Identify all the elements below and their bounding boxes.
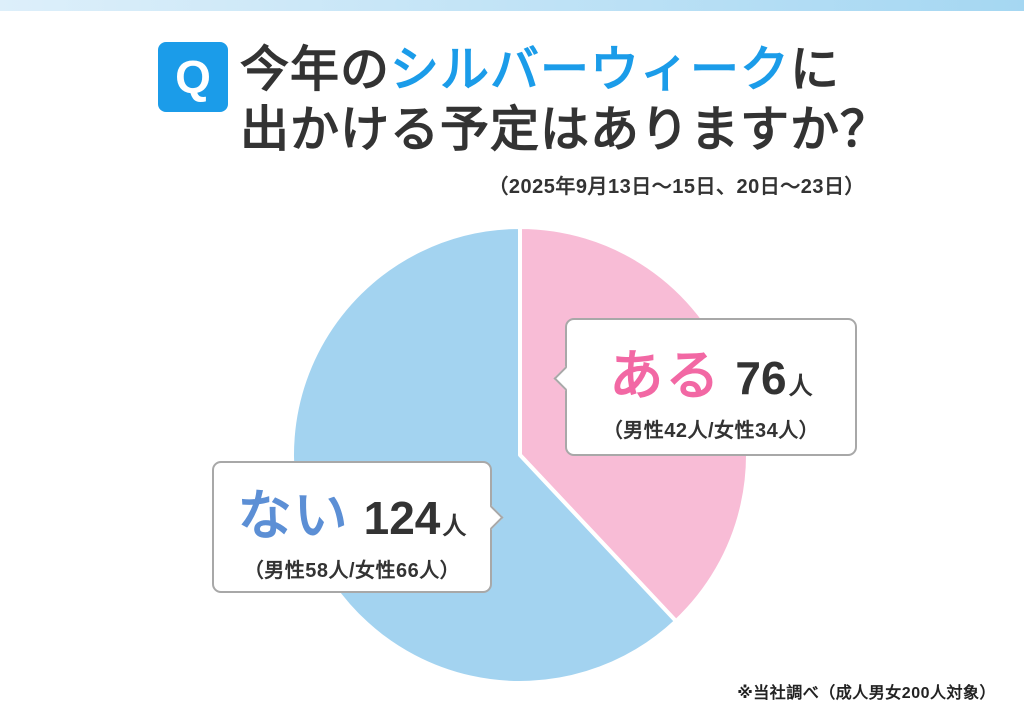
question-badge-label: Q — [175, 51, 211, 103]
callout-nai: ない 124 人 （男性58人/女性66人） — [212, 461, 504, 593]
callout-aru-value: 76 — [735, 352, 787, 404]
title-suffix: に — [790, 43, 841, 97]
callout-aru-main: ある 76 人 — [609, 331, 812, 410]
callout-aru: ある 76 人 （男性42人/女性34人） — [553, 318, 857, 456]
survey-title-line1: 今年のシルバーウィークに — [240, 40, 890, 100]
callout-aru-label: ある — [609, 346, 722, 406]
survey-title: 今年のシルバーウィークに 出かける予定はありますか？ — [240, 40, 890, 160]
survey-date-range: （2025年9月13日〜15日、20日〜23日） — [488, 176, 865, 198]
callout-nai-unit: 人 — [442, 513, 467, 540]
callout-aru-breakdown: （男性42人/女性34人） — [602, 420, 820, 442]
question-badge: Q — [158, 42, 228, 112]
callout-nai-main: ない 124 人 — [238, 471, 467, 550]
callout-nai-breakdown: （男性58人/女性66人） — [243, 560, 461, 582]
callout-aru-unit: 人 — [788, 373, 813, 400]
title-prefix: 今年の — [240, 43, 391, 97]
title-highlight-silver-week: シルバーウィーク — [390, 43, 791, 97]
top-accent-bar — [0, 0, 1024, 11]
callout-nai-value: 124 — [363, 492, 441, 544]
survey-title-line2: 出かける予定はありますか？ — [240, 103, 891, 157]
callout-nai-label: ない — [237, 486, 350, 546]
source-note: ※当社調べ（成人男女200人対象） — [737, 685, 996, 702]
